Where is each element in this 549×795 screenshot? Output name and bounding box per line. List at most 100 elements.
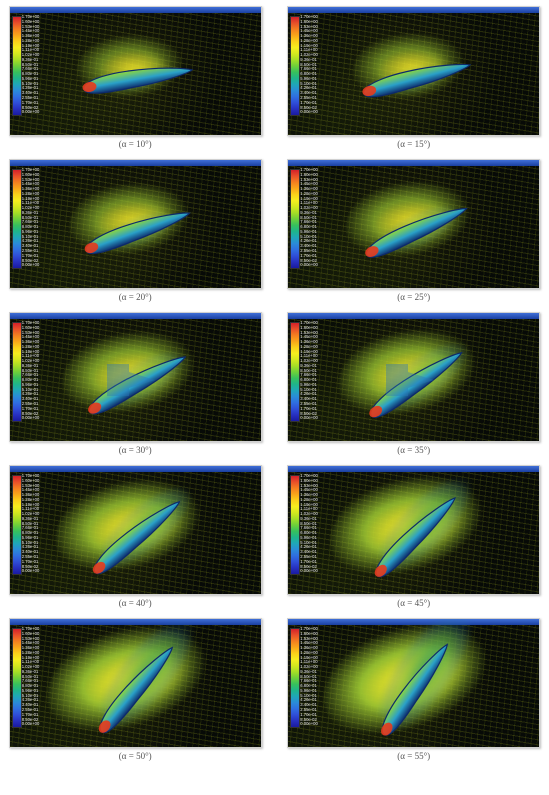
glow-inner bbox=[89, 43, 181, 96]
airfoil bbox=[367, 634, 460, 748]
panel-caption: (α = 25°) bbox=[397, 292, 430, 302]
glow-inner bbox=[75, 336, 196, 415]
panel-cell: 1.70e+001.60e+001.53e+001.45e+001.36e+00… bbox=[6, 618, 265, 767]
figure-page: 1.70e+001.60e+001.53e+001.45e+001.36e+00… bbox=[0, 0, 549, 777]
cfd-panel: 1.70e+001.60e+001.53e+001.45e+001.36e+00… bbox=[9, 159, 262, 289]
airfoil bbox=[74, 55, 197, 105]
velocity-plume bbox=[329, 312, 499, 439]
viewport: 1.70e+001.60e+001.53e+001.45e+001.36e+00… bbox=[10, 472, 261, 594]
glow-outer bbox=[32, 618, 238, 748]
colorbar-labels: 1.70e+001.60e+001.53e+001.45e+001.36e+00… bbox=[22, 627, 40, 727]
velocity-plume bbox=[307, 618, 521, 748]
airfoil bbox=[352, 50, 476, 110]
colorbar bbox=[12, 322, 22, 422]
glow-inner bbox=[68, 481, 203, 574]
cfd-panel: 1.70e+001.60e+001.53e+001.45e+001.36e+00… bbox=[287, 618, 540, 748]
glow-inner bbox=[335, 622, 493, 740]
wake-region bbox=[369, 465, 508, 589]
airfoil bbox=[80, 489, 191, 589]
glow-outer bbox=[349, 25, 479, 114]
cfd-panel: 1.70e+001.60e+001.53e+001.45e+001.36e+00… bbox=[287, 312, 540, 442]
velocity-plume bbox=[75, 29, 196, 110]
wake-region bbox=[97, 333, 210, 426]
glow-outer bbox=[317, 465, 511, 595]
panel-caption: (α = 20°) bbox=[119, 292, 152, 302]
colorbar bbox=[290, 475, 300, 575]
glow-outer bbox=[307, 618, 521, 748]
cfd-panel: 1.70e+001.60e+001.53e+001.45e+001.36e+00… bbox=[9, 6, 262, 136]
panel-caption: (α = 55°) bbox=[397, 751, 430, 761]
panel-cell: 1.70e+001.60e+001.53e+001.45e+001.36e+00… bbox=[6, 6, 265, 155]
colorbar-tick: 0.00e+00 bbox=[22, 416, 40, 420]
viewport: 1.70e+001.60e+001.53e+001.45e+001.36e+00… bbox=[288, 13, 539, 135]
panel-caption: (α = 45°) bbox=[397, 598, 430, 608]
wake-region bbox=[385, 56, 462, 106]
viewport: 1.70e+001.60e+001.53e+001.45e+001.36e+00… bbox=[10, 166, 261, 288]
panel-caption: (α = 15°) bbox=[397, 139, 430, 149]
velocity-plume bbox=[32, 618, 238, 748]
glow-inner bbox=[350, 333, 477, 418]
panel-caption: (α = 10°) bbox=[119, 139, 152, 149]
colorbar-labels: 1.70e+001.60e+001.53e+001.45e+001.36e+00… bbox=[300, 168, 318, 268]
colorbar-labels: 1.70e+001.60e+001.53e+001.45e+001.36e+00… bbox=[22, 474, 40, 574]
cfd-panel: 1.70e+001.60e+001.53e+001.45e+001.36e+00… bbox=[287, 465, 540, 595]
colorbar-tick: 0.00e+00 bbox=[300, 569, 318, 573]
cfd-panel: 1.70e+001.60e+001.53e+001.45e+001.36e+00… bbox=[287, 6, 540, 136]
colorbar-tick: 0.00e+00 bbox=[22, 722, 40, 726]
colorbar bbox=[290, 322, 300, 422]
glow-inner bbox=[358, 187, 470, 258]
colorbar-tick: 0.00e+00 bbox=[300, 263, 318, 267]
glow-inner bbox=[342, 477, 486, 579]
panel-caption: (α = 30°) bbox=[119, 445, 152, 455]
glow-inner bbox=[59, 626, 211, 737]
colorbar bbox=[12, 16, 22, 116]
glow-outer bbox=[75, 29, 196, 110]
wake-region bbox=[92, 465, 224, 586]
colorbar-tick: 0.00e+00 bbox=[22, 569, 40, 573]
panel-caption: (α = 50°) bbox=[119, 751, 152, 761]
velocity-plume bbox=[349, 25, 479, 114]
colorbar bbox=[12, 475, 22, 575]
colorbar-labels: 1.70e+001.60e+001.53e+001.45e+001.36e+00… bbox=[300, 627, 318, 727]
colorbar-tick: 0.00e+00 bbox=[22, 110, 40, 114]
panel-cell: 1.70e+001.60e+001.53e+001.45e+001.36e+00… bbox=[6, 312, 265, 461]
viewport: 1.70e+001.60e+001.53e+001.45e+001.36e+00… bbox=[10, 13, 261, 135]
panel-caption: (α = 40°) bbox=[119, 598, 152, 608]
airfoil bbox=[76, 343, 195, 429]
panel-caption: (α = 35°) bbox=[397, 445, 430, 455]
glow-outer bbox=[54, 316, 216, 434]
watermark-arrow-icon bbox=[105, 360, 165, 400]
glow-outer bbox=[339, 169, 489, 276]
colorbar bbox=[290, 16, 300, 116]
airfoil bbox=[74, 198, 197, 267]
colorbar-labels: 1.70e+001.60e+001.53e+001.45e+001.36e+00… bbox=[22, 321, 40, 421]
wake-region bbox=[88, 618, 233, 745]
viewport: 1.70e+001.60e+001.53e+001.45e+001.36e+00… bbox=[288, 625, 539, 747]
panel-cell: 1.70e+001.60e+001.53e+001.45e+001.36e+00… bbox=[285, 312, 544, 461]
watermark-arrow-icon bbox=[384, 360, 444, 400]
colorbar-labels: 1.70e+001.60e+001.53e+001.45e+001.36e+00… bbox=[300, 321, 318, 421]
cfd-panel: 1.70e+001.60e+001.53e+001.45e+001.36e+00… bbox=[9, 465, 262, 595]
panel-cell: 1.70e+001.60e+001.53e+001.45e+001.36e+00… bbox=[285, 6, 544, 155]
velocity-plume bbox=[339, 169, 489, 276]
glow-outer bbox=[65, 173, 206, 272]
colorbar bbox=[290, 628, 300, 728]
cfd-panel: 1.70e+001.60e+001.53e+001.45e+001.36e+00… bbox=[9, 618, 262, 748]
panel-cell: 1.70e+001.60e+001.53e+001.45e+001.36e+00… bbox=[285, 159, 544, 308]
colorbar bbox=[290, 169, 300, 269]
panel-cell: 1.70e+001.60e+001.53e+001.45e+001.36e+00… bbox=[6, 465, 265, 614]
wake-region bbox=[365, 618, 513, 747]
viewport: 1.70e+001.60e+001.53e+001.45e+001.36e+00… bbox=[288, 166, 539, 288]
velocity-plume bbox=[317, 465, 511, 595]
wake-region bbox=[103, 200, 193, 263]
glow-outer bbox=[329, 312, 499, 439]
colorbar-tick: 0.00e+00 bbox=[22, 263, 40, 267]
cfd-panel: 1.70e+001.60e+001.53e+001.45e+001.36e+00… bbox=[287, 159, 540, 289]
velocity-plume bbox=[44, 465, 226, 595]
viewport: 1.70e+001.60e+001.53e+001.45e+001.36e+00… bbox=[288, 472, 539, 594]
wake-region bbox=[379, 190, 481, 268]
cfd-panel: 1.70e+001.60e+001.53e+001.45e+001.36e+00… bbox=[9, 312, 262, 442]
glow-inner bbox=[365, 40, 463, 98]
colorbar-tick: 0.00e+00 bbox=[300, 110, 318, 114]
colorbar-labels: 1.70e+001.60e+001.53e+001.45e+001.36e+00… bbox=[300, 474, 318, 574]
